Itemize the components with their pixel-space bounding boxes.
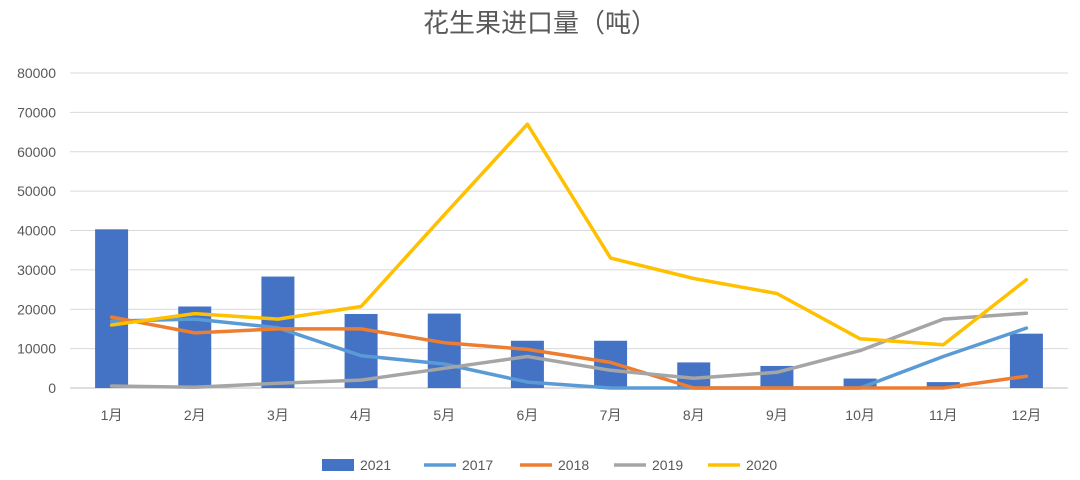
x-tick-label-9: 9月 bbox=[766, 407, 788, 423]
bar-2021-5 bbox=[427, 313, 461, 388]
y-tick-label-20000: 20000 bbox=[17, 301, 56, 317]
line-2018 bbox=[109, 315, 1029, 390]
x-tick-label-6: 6月 bbox=[517, 407, 539, 423]
line-2019 bbox=[109, 311, 1029, 389]
gridlines bbox=[70, 72, 1068, 389]
legend-label-2019: 2019 bbox=[652, 457, 683, 473]
y-tick-label-50000: 50000 bbox=[17, 183, 56, 199]
y-axis: 0 10000 20000 30000 40000 50000 60000 70000 8000… bbox=[17, 65, 56, 396]
x-tick-label-7: 7月 bbox=[600, 407, 622, 423]
legend-swatch-2021 bbox=[322, 459, 354, 471]
legend-label-2017: 2017 bbox=[462, 457, 493, 473]
bar-2021-1 bbox=[95, 229, 129, 388]
y-tick-label-80000: 80000 bbox=[17, 65, 56, 81]
y-tick-label-60000: 60000 bbox=[17, 144, 56, 160]
x-tick-label-2: 2月 bbox=[184, 407, 206, 423]
y-tick-label-70000: 70000 bbox=[17, 104, 56, 120]
legend-label-2018: 2018 bbox=[558, 457, 589, 473]
bar-2021-11 bbox=[926, 382, 960, 388]
x-tick-label-5: 5月 bbox=[433, 407, 455, 423]
chart-title: 花生果进口量（吨） bbox=[423, 9, 657, 39]
bar-2021-12 bbox=[1009, 333, 1043, 388]
x-tick-label-1: 1月 bbox=[101, 407, 123, 423]
legend-label-2020: 2020 bbox=[746, 457, 777, 473]
line-2017 bbox=[109, 317, 1029, 390]
y-tick-label-30000: 30000 bbox=[17, 262, 56, 278]
x-tick-label-3: 3月 bbox=[267, 407, 289, 423]
y-tick-label-10000: 10000 bbox=[17, 341, 56, 357]
legend-label-2021: 2021 bbox=[360, 457, 391, 473]
x-tick-label-4: 4月 bbox=[350, 407, 372, 423]
x-tick-label-12: 12月 bbox=[1012, 407, 1042, 423]
x-tick-label-8: 8月 bbox=[683, 407, 705, 423]
y-tick-label-0: 0 bbox=[48, 380, 56, 396]
line-2020 bbox=[109, 122, 1029, 347]
x-tick-label-11: 11月 bbox=[929, 407, 958, 423]
x-tick-label-10: 10月 bbox=[845, 407, 875, 423]
x-axis: 1月 2月 3月 4月 5月 6月 7月 8月 9月 10月 11月 12月 bbox=[101, 407, 1042, 423]
bar-2021-10 bbox=[843, 378, 877, 388]
legend: 2021 2017 2018 2019 2020 bbox=[322, 457, 777, 473]
y-tick-label-40000: 40000 bbox=[17, 223, 56, 239]
line-series bbox=[109, 122, 1029, 390]
